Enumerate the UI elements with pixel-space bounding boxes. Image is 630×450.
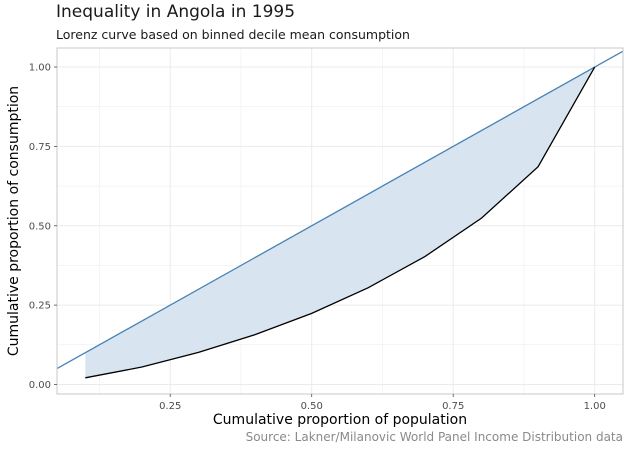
y-tick-label: 1.00: [29, 63, 51, 74]
x-tick-label: 0.50: [301, 401, 323, 412]
y-axis-title: Cumulative proportion of consumption: [6, 86, 22, 356]
inequality-area: [85, 67, 595, 378]
x-axis-title: Cumulative proportion of population: [213, 412, 467, 428]
y-tick-label: 0.25: [29, 301, 51, 312]
y-tick-label: 0.50: [29, 221, 51, 232]
x-tick-label: 0.25: [159, 401, 181, 412]
x-tick-label: 1.00: [584, 401, 606, 412]
equality-line: [56, 50, 624, 370]
y-tick-label: 0.75: [29, 142, 51, 153]
x-tick-label: 0.75: [442, 401, 464, 412]
y-tick-label: 0.00: [29, 380, 51, 391]
source-caption: Source: Lakner/Milanovic World Panel Inc…: [245, 430, 623, 444]
chart-title: Inequality in Angola in 1995: [56, 2, 296, 22]
panel-border: [56, 47, 624, 395]
tick-labels: 0.25 0.50 0.75 1.00 0.00 0.25 0.50 0.75 1.00: [29, 63, 606, 412]
chart-subtitle: Lorenz curve based on binned decile mean…: [56, 27, 410, 42]
lorenz-curve: [85, 66, 596, 379]
